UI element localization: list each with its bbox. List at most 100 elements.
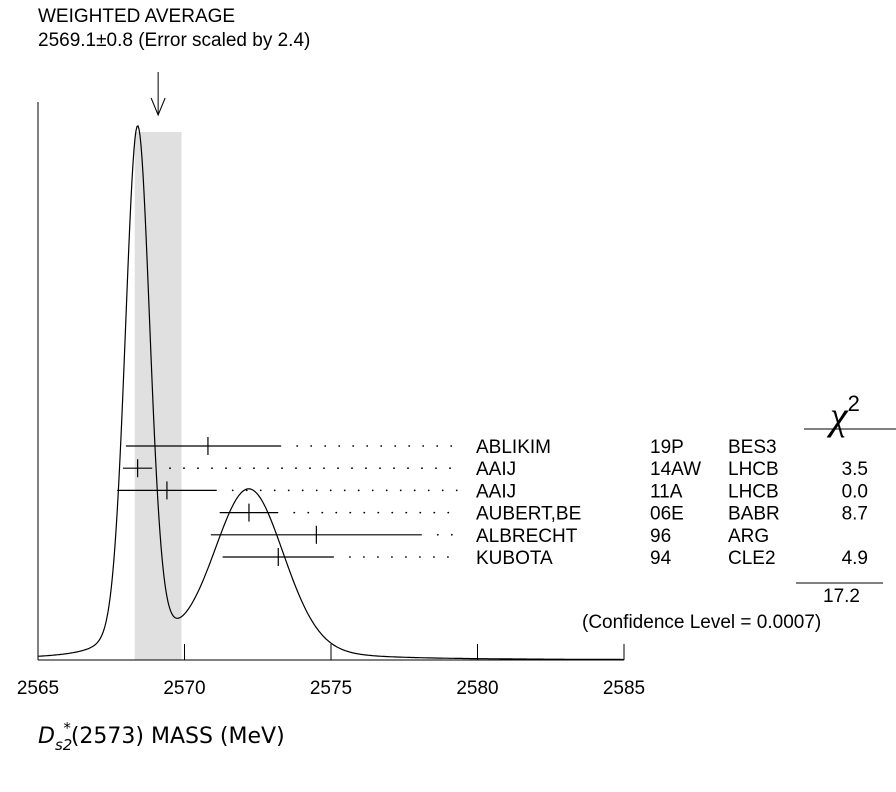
leader-dot <box>379 467 381 470</box>
measurement-row: KUBOTA 94 CLE2 4.9 <box>222 548 868 569</box>
leader-dot <box>337 467 339 470</box>
x-tick-label: 2585 <box>603 678 645 699</box>
leader-dot <box>380 445 383 447</box>
leader-dot <box>365 467 367 470</box>
leader-dot <box>239 467 241 470</box>
leader-dot <box>295 467 297 470</box>
measurement-chi2: 3.5 <box>842 459 868 480</box>
leader-dot <box>391 511 394 514</box>
measurement-name: KUBOTA <box>476 548 553 569</box>
leader-dot <box>296 445 299 447</box>
chi-square-total: 17.2 <box>823 586 860 607</box>
leader-dot <box>441 489 444 492</box>
leader-dot <box>315 489 318 492</box>
measurement-row: AAIJ 11A LHCB 0.0 <box>117 481 868 502</box>
x-axis-title-superscript: * <box>63 719 71 737</box>
leader-dot <box>427 489 430 492</box>
measurement-experiment: BABR <box>728 504 780 525</box>
measurement-ref: 06E <box>650 504 684 525</box>
x-tick-label: 2565 <box>17 678 59 699</box>
x-axis-title: Ds2*(2573) MASS (MeV) <box>38 719 285 754</box>
leader-dot <box>393 467 395 470</box>
measurement-experiment: ARG <box>728 526 769 547</box>
measurement-row: AAIJ 14AW LHCB 3.5 <box>122 459 868 480</box>
measurement-chi2: 4.9 <box>842 548 868 569</box>
x-axis-title-symbol: D <box>38 724 55 749</box>
leader-dot <box>447 511 450 514</box>
leader-dot <box>321 511 324 514</box>
leader-dot <box>450 533 453 536</box>
leader-dot <box>338 445 341 447</box>
measurement-experiment: BES3 <box>728 437 777 458</box>
x-axis-title-subscript: s2 <box>54 736 73 754</box>
leader-dot <box>329 489 332 492</box>
measurement-row: ALBRECHT 96 ARG <box>210 525 769 547</box>
measurement-ref: 96 <box>650 526 671 547</box>
chi-exponent: 2 <box>847 391 860 416</box>
leader-dot <box>267 467 269 470</box>
leader-dot <box>435 467 437 470</box>
leader-dot <box>352 445 355 447</box>
leader-dot <box>421 467 423 470</box>
leader-dot <box>211 467 213 470</box>
leader-dot <box>408 445 411 447</box>
leader-dot <box>349 511 352 514</box>
leader-dot <box>419 556 421 558</box>
measurement-experiment: LHCB <box>728 481 779 502</box>
measurement-row: AUBERT,BE 06E BABR 8.7 <box>219 504 868 525</box>
leader-dot <box>307 511 310 514</box>
measurement-ref: 19P <box>650 437 684 458</box>
measurement-experiment: LHCB <box>728 459 779 480</box>
leader-dot <box>259 489 262 492</box>
x-tick-label: 2580 <box>456 678 498 699</box>
leader-dot <box>391 556 393 558</box>
measurement-name: ABLIKIM <box>476 437 551 458</box>
leader-dot <box>281 467 283 470</box>
measurement-ref: 11A <box>650 481 683 502</box>
measurement-row: ABLIKIM 19P BES3 <box>125 437 777 458</box>
leader-dot <box>455 489 458 492</box>
x-tick-label: 2570 <box>163 678 205 699</box>
leader-dot <box>433 556 435 558</box>
leader-dot <box>422 445 425 447</box>
leader-dot <box>407 467 409 470</box>
leader-dot <box>225 467 227 470</box>
measurement-name: AAIJ <box>476 459 516 480</box>
leader-dot <box>447 556 449 558</box>
weighted-average-value: 2569.1±0.8 (Error scaled by 2.4) <box>38 30 311 51</box>
measurement-chi2: 0.0 <box>842 481 868 502</box>
leader-dot <box>371 489 374 492</box>
leader-dot <box>273 489 276 492</box>
measurement-ref: 14AW <box>650 459 701 480</box>
weighted-average-title: WEIGHTED AVERAGE <box>38 6 236 27</box>
leader-dot <box>245 489 248 492</box>
leader-dot <box>366 445 369 447</box>
leader-dot <box>413 489 416 492</box>
measurement-name: ALBRECHT <box>476 526 578 547</box>
confidence-level: (Confidence Level = 0.0007) <box>582 612 822 633</box>
leader-dot <box>169 467 171 470</box>
leader-dot <box>309 467 311 470</box>
leader-dot <box>357 489 360 492</box>
leader-dot <box>377 511 380 514</box>
leader-dot <box>301 489 304 492</box>
leader-dot <box>183 467 185 470</box>
leader-dot <box>343 489 346 492</box>
leader-dot <box>394 445 397 447</box>
leader-dot <box>335 511 338 514</box>
leader-dot <box>450 445 453 447</box>
leader-dot <box>349 556 351 558</box>
measurement-name: AAIJ <box>476 481 516 502</box>
chi-symbol: χ <box>830 393 848 438</box>
leader-dot <box>310 445 313 447</box>
leader-dot <box>363 556 365 558</box>
weighted-average-band <box>134 132 182 660</box>
chi-square-header: χ2 <box>830 384 860 436</box>
measurement-chi2: 8.7 <box>842 504 868 525</box>
leader-dot <box>405 511 408 514</box>
leader-dot <box>385 489 388 492</box>
leader-dot <box>293 511 296 514</box>
leader-dot <box>405 556 407 558</box>
leader-dot <box>419 511 422 514</box>
leader-dot <box>231 489 234 492</box>
